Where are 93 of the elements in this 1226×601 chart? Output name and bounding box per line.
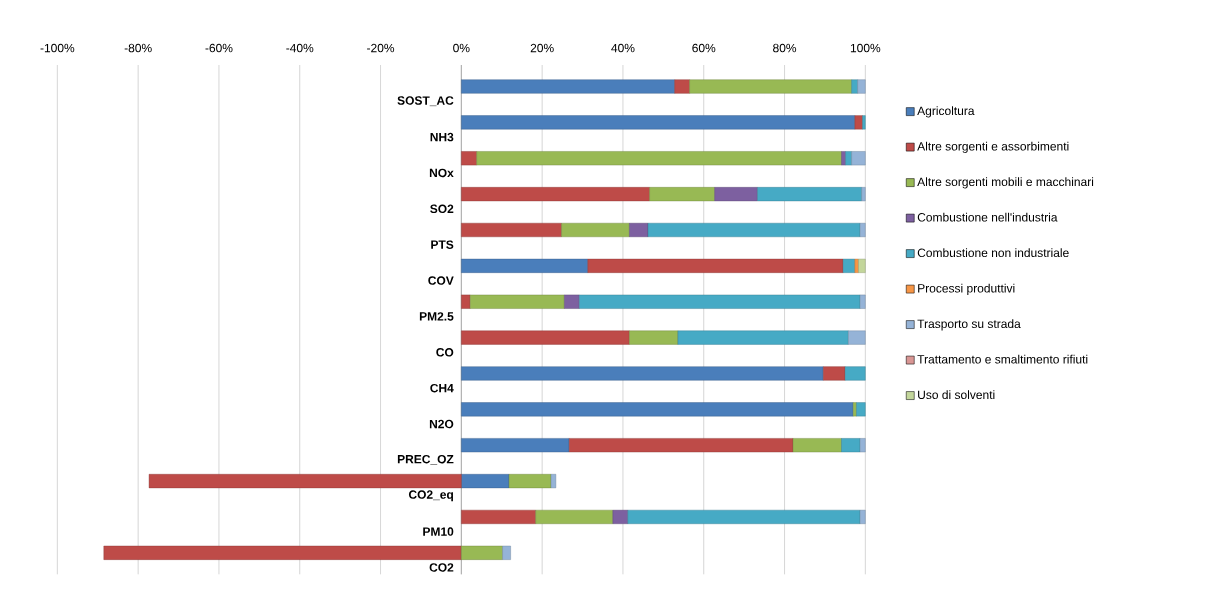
bar — [461, 294, 471, 309]
bar — [857, 79, 866, 94]
bar — [508, 474, 552, 489]
x-tick-label: -80% — [124, 43, 152, 53]
bar — [861, 187, 866, 202]
bar — [859, 222, 866, 238]
bar — [103, 545, 462, 560]
bar — [858, 258, 866, 273]
bar — [714, 187, 758, 202]
bar — [851, 151, 866, 166]
bar — [841, 438, 861, 453]
bar — [859, 509, 866, 524]
legend-label: Agricoltura — [917, 106, 975, 118]
bar — [461, 151, 477, 166]
y-tick-label: SO2 — [430, 204, 454, 214]
bar — [647, 222, 861, 238]
bar — [649, 187, 715, 202]
bar — [470, 294, 565, 309]
x-tick-label: -100% — [40, 43, 75, 53]
bar — [461, 509, 536, 524]
bar — [845, 151, 852, 166]
legend-label: Trasporto su strada — [917, 319, 1021, 331]
legend-label: Uso di solventi — [918, 390, 995, 400]
bar — [461, 402, 854, 417]
bar — [862, 115, 866, 130]
bar — [856, 402, 866, 417]
y-tick-label: PTS — [431, 240, 454, 249]
bar — [550, 474, 557, 489]
x-tick-label: 0% — [453, 43, 470, 53]
bar — [476, 151, 842, 166]
bar — [579, 294, 861, 309]
x-tick-label: 100% — [850, 43, 881, 53]
y-tick-label: NH3 — [430, 132, 454, 142]
bar — [564, 294, 580, 309]
y-tick-label: CO — [436, 348, 454, 357]
bar — [627, 509, 861, 524]
x-tick-label: 40% — [611, 43, 635, 53]
legend-label: Altre sorgenti e assorbimenti — [917, 141, 1069, 153]
bar — [461, 115, 856, 130]
bar — [461, 438, 570, 453]
bar — [841, 151, 846, 166]
bar — [461, 222, 562, 238]
y-tick-label: NOx — [429, 168, 454, 178]
x-tick-label: -40% — [286, 43, 314, 53]
bar — [854, 258, 859, 273]
bar — [848, 330, 866, 345]
bar — [677, 330, 849, 345]
bar — [859, 294, 866, 309]
legend-label: Processi produttivi — [918, 283, 1015, 295]
bar — [461, 545, 503, 560]
y-tick-label: SOST_AC — [397, 96, 454, 107]
bar — [461, 79, 675, 94]
bar — [535, 509, 614, 524]
x-tick-label: -60% — [205, 43, 233, 53]
y-tick-label: CO2 — [429, 563, 454, 572]
bar — [502, 545, 511, 560]
bar — [629, 330, 679, 345]
x-tick-label: -20% — [367, 43, 395, 53]
legend-label: Combustione nell'industria — [917, 212, 1058, 222]
legend-label: Trattamento e smaltimento rifiuti — [917, 354, 1088, 364]
y-tick-label: COV — [428, 276, 454, 285]
bar — [148, 474, 462, 489]
bar — [612, 509, 628, 524]
y-tick-label: CH4 — [430, 383, 454, 393]
bar — [851, 79, 858, 94]
bar — [561, 222, 630, 238]
y-tick-label: PM10 — [423, 527, 454, 536]
bar — [461, 258, 588, 273]
legend-label: Combustione non industriale — [917, 248, 1069, 258]
bar — [757, 187, 862, 202]
y-tick-label: N2O — [429, 419, 454, 429]
bar — [629, 222, 649, 238]
bar — [854, 115, 863, 130]
bar — [844, 366, 866, 381]
legend-label: Altre sorgenti mobili e macchinari — [917, 177, 1094, 189]
bar — [587, 258, 844, 273]
bar — [461, 474, 510, 489]
bar — [569, 438, 794, 453]
x-tick-label: 20% — [530, 43, 554, 53]
bar — [842, 258, 856, 273]
x-tick-label: 60% — [692, 43, 716, 53]
x-tick-label: 80% — [773, 43, 797, 53]
bar — [461, 330, 630, 345]
bar — [461, 366, 824, 381]
bar — [859, 438, 866, 453]
y-tick-label: PREC_OZ — [397, 454, 454, 465]
bar — [823, 366, 846, 381]
y-tick-label: PM2.5 — [419, 312, 454, 321]
bar — [674, 79, 690, 94]
bar — [689, 79, 852, 94]
bar — [792, 438, 842, 453]
bar — [461, 187, 650, 202]
y-tick-label: CO2_eq — [408, 490, 453, 502]
